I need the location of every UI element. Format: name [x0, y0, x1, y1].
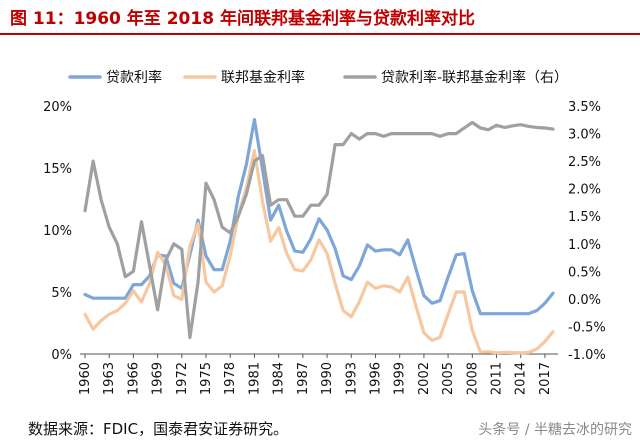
x-tick-label: 1972 — [175, 362, 190, 395]
x-tick-label: 1996 — [368, 362, 383, 395]
x-tick-label: 2014 — [514, 362, 529, 395]
legend-label: 贷款利率 — [106, 69, 162, 86]
x-tick-label: 1978 — [223, 362, 238, 395]
y-left-tick-label: 10% — [43, 224, 72, 239]
y-left-tick-label: 0% — [51, 348, 72, 363]
y-right-tick-label: 0.0% — [568, 293, 601, 308]
y-right-tick-label: -0.5% — [568, 320, 606, 335]
chart-title: 图 11：1960 年至 2018 年间联邦基金利率与贷款利率对比 — [10, 9, 475, 29]
x-tick-label: 2017 — [538, 362, 553, 395]
y-left-tick-label: 20% — [43, 100, 72, 115]
x-tick-label: 1993 — [344, 362, 359, 395]
chart-legend: 贷款利率 联邦基金利率 贷款利率-联邦基金利率（右） — [68, 69, 568, 86]
x-tick-label: 2008 — [465, 362, 480, 395]
x-tick-label: 1984 — [272, 362, 287, 395]
y-right-tick-label: 2.5% — [568, 155, 601, 170]
x-tick-label: 1999 — [393, 362, 408, 395]
legend-label: 贷款利率-联邦基金利率（右） — [381, 69, 568, 86]
x-tick-label: 1969 — [151, 362, 166, 395]
series-line-0 — [83, 117, 555, 316]
x-tick-label: 1990 — [320, 362, 335, 395]
x-tick-label: 2005 — [441, 362, 456, 395]
y-right-tick-label: 0.5% — [568, 265, 601, 280]
chart-axes: 0% 5% 10% 15% 20% -1.0% -0.5% 0.0% 0.5% 1.0% 1.5% 2… — [43, 100, 606, 395]
x-tick-label: 1981 — [247, 362, 262, 395]
y-right-tick-label: 3.5% — [568, 100, 601, 115]
x-tick-label: 1966 — [126, 362, 141, 395]
x-tick-label: 1975 — [199, 362, 214, 395]
x-tick-label: 1987 — [296, 362, 311, 395]
x-tick-label: 2002 — [417, 362, 432, 395]
data-source-note: 数据来源：FDIC，国泰君安证券研究。 — [28, 420, 289, 438]
y-right-tick-label: 2.0% — [568, 183, 601, 198]
y-right-tick-label: 1.0% — [568, 238, 601, 253]
x-tick-label: 2011 — [490, 362, 505, 395]
x-tick-label: 1963 — [102, 362, 117, 395]
legend-label: 联邦基金利率 — [221, 69, 305, 86]
x-tick-label: 1960 — [78, 362, 93, 395]
y-right-tick-label: 3.0% — [568, 128, 601, 143]
y-left-tick-label: 15% — [43, 162, 72, 177]
watermark: 头条号 / 半糖去冰的研究 — [478, 422, 632, 438]
y-right-tick-label: 1.5% — [568, 210, 601, 225]
chart-series — [83, 117, 555, 355]
title-divider — [0, 33, 640, 35]
y-left-tick-label: 5% — [51, 286, 72, 301]
series-line-2 — [83, 120, 555, 340]
series-line-1 — [83, 149, 555, 355]
y-right-tick-label: -1.0% — [568, 348, 606, 363]
